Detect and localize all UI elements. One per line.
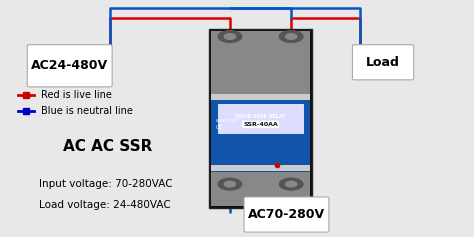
Text: Input voltage: 70-280VAC: Input voltage: 70-280VAC [39, 179, 173, 189]
Circle shape [279, 178, 303, 190]
Text: AC AC SSR: AC AC SSR [63, 139, 152, 154]
Circle shape [279, 31, 303, 42]
Text: AC70-280V: AC70-280V [248, 208, 325, 221]
Text: AC24-480V: AC24-480V [31, 59, 108, 72]
FancyBboxPatch shape [27, 45, 112, 87]
Text: Blue is neutral line: Blue is neutral line [41, 106, 133, 116]
Bar [211, 31, 310, 95]
Bar [211, 165, 310, 171]
Bar [218, 105, 303, 132]
Circle shape [285, 34, 297, 39]
Bar [211, 97, 310, 172]
Text: LORENTZEI: LORENTZEI [216, 119, 239, 123]
Text: CE: CE [216, 125, 223, 130]
Bar [209, 29, 312, 208]
Circle shape [224, 181, 236, 187]
Circle shape [218, 31, 242, 42]
Text: SOLID STAE RELAY: SOLID STAE RELAY [235, 114, 286, 119]
Text: Red is live line: Red is live line [41, 90, 112, 100]
Bar [211, 94, 310, 100]
Circle shape [224, 34, 236, 39]
Text: SSR-40AA: SSR-40AA [243, 122, 278, 127]
Circle shape [285, 181, 297, 187]
Bar [211, 169, 310, 206]
FancyBboxPatch shape [353, 45, 414, 80]
FancyBboxPatch shape [244, 197, 329, 232]
Circle shape [218, 178, 242, 190]
Text: Load voltage: 24-480VAC: Load voltage: 24-480VAC [39, 200, 171, 210]
Text: Load: Load [366, 56, 400, 69]
